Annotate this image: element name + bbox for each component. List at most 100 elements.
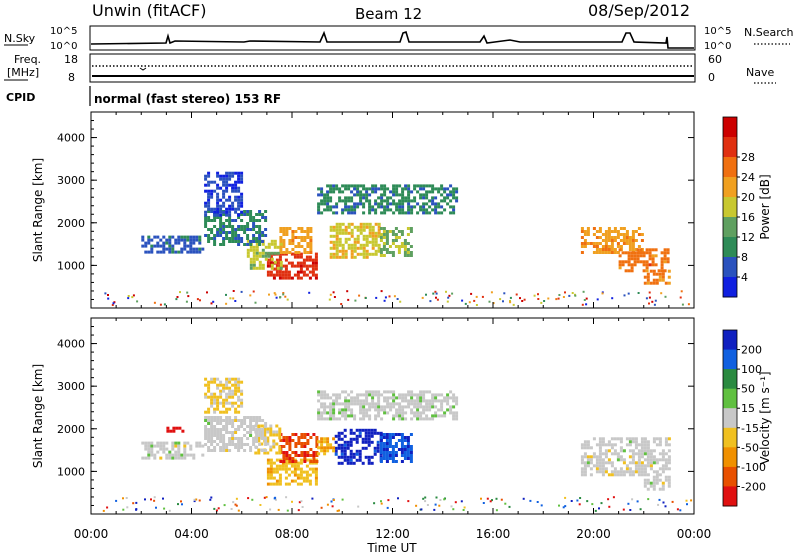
data-cell <box>646 487 650 491</box>
data-cell <box>341 414 345 418</box>
data-cell <box>213 428 217 431</box>
data-cell <box>240 219 244 222</box>
data-cell <box>382 448 386 451</box>
data-cell <box>216 398 220 402</box>
data-cell <box>255 254 259 258</box>
data-cell <box>362 243 366 247</box>
nsky-label: N.Sky <box>4 32 36 45</box>
data-cell <box>400 448 404 451</box>
data-cell <box>377 205 381 209</box>
data-region <box>580 227 644 254</box>
data-cell <box>297 439 301 442</box>
data-cell <box>388 230 392 233</box>
data-cell <box>275 467 279 471</box>
data-cell <box>434 414 438 418</box>
data-cell <box>652 481 656 485</box>
data-cell <box>607 248 611 251</box>
data-cell <box>646 452 650 456</box>
data-cell <box>219 243 223 246</box>
data-cell <box>368 414 372 418</box>
data-cell <box>204 222 208 225</box>
data-cell <box>219 216 223 219</box>
data-cell <box>406 242 410 245</box>
ground-speck <box>499 298 502 301</box>
data-cell <box>371 390 375 394</box>
data-cell <box>394 239 398 242</box>
data-cell <box>320 193 324 197</box>
data-cell <box>446 193 450 197</box>
data-cell <box>261 437 265 440</box>
data-cell <box>652 470 656 474</box>
data-cell <box>377 228 381 232</box>
data-cell <box>634 239 638 242</box>
ground-speck <box>259 504 262 506</box>
data-cell <box>667 275 671 279</box>
data-cell <box>216 216 220 219</box>
cpid-text: normal (fast stereo) 153 RF <box>94 92 281 106</box>
ground-speck <box>387 499 390 502</box>
data-cell <box>349 449 353 453</box>
ground-speck <box>512 303 515 306</box>
data-cell <box>279 460 283 463</box>
data-cell <box>428 402 432 406</box>
data-cell <box>403 239 407 242</box>
data-cell <box>278 436 282 440</box>
data-cell <box>425 193 429 197</box>
data-cell <box>252 263 256 267</box>
data-cell <box>370 428 374 432</box>
data-cell <box>422 405 426 409</box>
ground-speck <box>286 298 289 301</box>
data-cell <box>374 393 378 397</box>
data-cell <box>368 202 372 206</box>
ground-speck <box>135 508 138 511</box>
data-cell <box>373 449 377 453</box>
data-cell <box>234 183 238 187</box>
data-cell <box>309 251 313 254</box>
data-cell <box>243 419 247 422</box>
data-cell <box>610 470 614 474</box>
data-cell <box>404 405 408 409</box>
data-cell <box>637 452 641 456</box>
ground-speck <box>269 508 272 511</box>
data-cell <box>207 416 211 419</box>
data-cell <box>305 479 309 483</box>
ground-speck <box>464 302 467 305</box>
nsearch-label: N.Search <box>744 26 794 39</box>
data-cell <box>422 202 426 206</box>
data-cell <box>362 193 366 197</box>
data-cell <box>425 211 429 215</box>
data-cell <box>150 250 154 254</box>
data-cell <box>634 437 638 441</box>
data-cell <box>213 431 217 434</box>
ground-speck <box>648 302 650 305</box>
data-cell <box>595 464 599 468</box>
data-cell <box>604 242 608 245</box>
data-cell <box>385 448 389 451</box>
data-cell <box>598 449 602 453</box>
data-cell <box>332 243 336 247</box>
data-cell <box>308 264 312 268</box>
data-cell <box>335 393 339 397</box>
data-cell <box>645 260 649 264</box>
data-cell <box>666 248 670 252</box>
data-cell <box>335 249 339 253</box>
data-cell <box>388 445 392 448</box>
data-cell <box>344 202 348 206</box>
data-cell <box>595 461 599 465</box>
data-cell <box>625 242 629 245</box>
data-cell <box>314 467 318 471</box>
y-axis-label: Slant Range [km] <box>31 158 45 262</box>
data-cell <box>165 238 169 242</box>
data-cell <box>278 467 282 471</box>
data-cell <box>338 402 342 406</box>
ground-speck <box>235 504 238 507</box>
nave-tick-top: 60 <box>708 53 722 66</box>
colorbar-tick-label: 20 <box>741 191 755 204</box>
data-cell <box>216 416 220 419</box>
data-cell <box>353 202 357 206</box>
data-cell <box>308 258 312 262</box>
data-cell <box>207 174 211 178</box>
data-cell <box>580 245 584 248</box>
data-cell <box>598 461 602 465</box>
data-cell <box>344 402 348 406</box>
